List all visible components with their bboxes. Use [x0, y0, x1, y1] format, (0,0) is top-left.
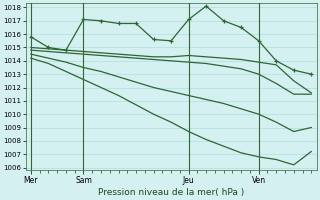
X-axis label: Pression niveau de la mer( hPa ): Pression niveau de la mer( hPa ) [98, 188, 244, 197]
